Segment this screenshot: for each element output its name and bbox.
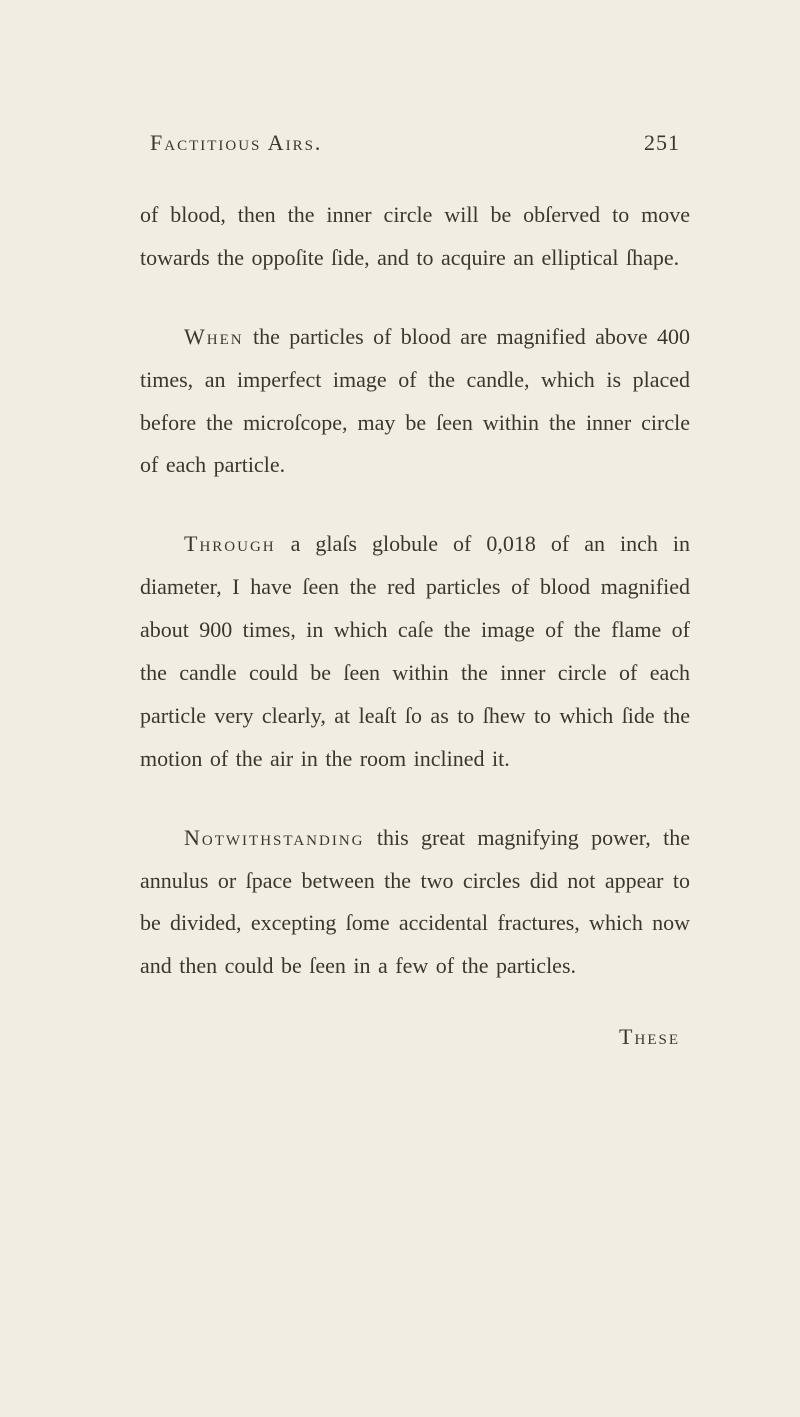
lead-word: When xyxy=(184,324,244,349)
lead-word: Notwithstanding xyxy=(184,825,365,850)
paragraph-body: a glaſs globule of 0,018 of an inch in d… xyxy=(140,531,690,770)
running-header: Factitious Airs. 251 xyxy=(140,130,690,156)
page-number: 251 xyxy=(644,130,680,156)
paragraph-4: Notwithstanding this great magni­fying p… xyxy=(140,817,690,989)
paragraph-3: Through a glaſs globule of 0,018 of an i… xyxy=(140,523,690,780)
paragraph-1: of blood, then the inner circle will be … xyxy=(140,194,690,280)
paragraph-2: When the particles of blood are magni­fi… xyxy=(140,316,690,488)
header-title: Factitious Airs. xyxy=(150,130,322,156)
catchword: These xyxy=(140,1024,690,1050)
lead-word: Through xyxy=(184,531,276,556)
